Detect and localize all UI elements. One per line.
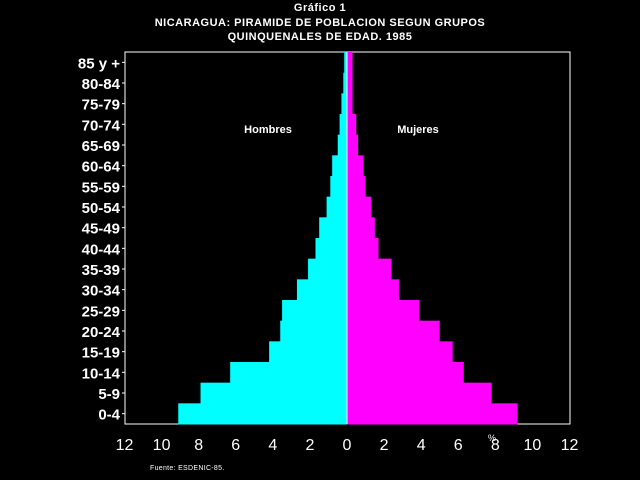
bar-mujeres-65-69 [347,134,359,156]
y-tick-label: 40-44 [82,241,121,258]
x-tick-label: 8 [491,437,500,454]
bar-hombres-10-14 [230,362,347,384]
y-tick-label: 70-74 [82,117,121,134]
bar-mujeres-25-29 [347,300,420,322]
x-tick-label: 12 [116,437,134,454]
series-label-mujeres: Mujeres [397,124,439,136]
bar-mujeres-5-9 [347,382,492,404]
chart-title-line1: NICARAGUA: PIRAMIDE DE POBLACION SEGUN G… [154,17,486,29]
bar-hombres-35-39 [308,258,347,280]
bar-mujeres-30-34 [347,279,399,301]
x-tick-label: 8 [194,437,203,454]
x-tick-label: 2 [380,437,389,454]
bar-mujeres-80-84 [347,72,353,94]
source-note: Fuente: ESDENIC-85. [150,465,225,472]
y-tick-label: 50-54 [82,200,121,217]
bar-hombres-70-74 [339,114,347,136]
bar-hombres-40-44 [315,238,347,260]
y-tick-label: 45-49 [82,221,120,238]
bar-mujeres-0-4 [347,403,518,425]
y-tick-label: 10-14 [82,365,121,382]
bar-hombres-0-4 [178,403,347,425]
bar-hombres-65-69 [337,134,347,156]
bar-hombres-5-9 [200,382,347,404]
y-tick-label: 15-19 [82,345,120,362]
bar-mujeres-55-59 [347,176,366,198]
y-tick-label: 55-59 [82,179,120,196]
y-tick-label: 85 y + [78,55,120,72]
bar-mujeres-50-54 [347,196,372,218]
bar-mujeres-35-39 [347,258,392,280]
x-tick-label: 0 [343,437,352,454]
x-tick-label: 10 [153,437,171,454]
figure-label: Gráfico 1 [293,2,347,14]
bar-hombres-20-24 [280,320,347,342]
bar-hombres-55-59 [330,176,347,198]
bar-mujeres-15-19 [347,341,453,363]
x-tick-label: 12 [561,437,579,454]
x-tick-label: 6 [454,437,463,454]
bar-mujeres-85 y + [347,52,353,74]
bar-hombres-85 y + [344,52,347,74]
y-tick-label: 30-34 [82,283,121,300]
x-unit-label: % [488,433,496,443]
y-tick-label: 35-39 [82,262,120,279]
bar-mujeres-40-44 [347,238,379,260]
y-tick-label: 0-4 [98,407,120,424]
bar-hombres-80-84 [343,72,347,94]
bar-mujeres-75-79 [347,93,353,115]
series-label-hombres: Hombres [244,124,292,136]
bar-hombres-60-64 [332,155,347,177]
bar-hombres-75-79 [341,93,347,115]
bar-hombres-30-34 [296,279,347,301]
y-tick-label: 20-24 [82,324,121,341]
y-tick-label: 5-9 [98,386,120,403]
bar-mujeres-60-64 [347,155,364,177]
x-tick-label: 4 [417,437,426,454]
bar-hombres-50-54 [326,196,347,218]
bar-mujeres-70-74 [347,114,357,136]
y-tick-label: 75-79 [82,97,120,114]
x-tick-label: 4 [268,437,277,454]
bar-hombres-45-49 [319,217,347,239]
y-tick-label: 80-84 [82,76,121,93]
bar-mujeres-10-14 [347,362,464,384]
bar-mujeres-45-49 [347,217,375,239]
bar-mujeres-20-24 [347,320,440,342]
x-tick-label: 2 [305,437,314,454]
x-tick-label: 10 [524,437,542,454]
y-tick-label: 25-29 [82,303,120,320]
y-tick-label: 65-69 [82,138,120,155]
bar-hombres-15-19 [269,341,347,363]
x-tick-label: 6 [231,437,240,454]
y-tick-label: 60-64 [82,159,121,176]
bar-hombres-25-29 [282,300,347,322]
chart-title-line2: QUINQUENALES DE EDAD. 1985 [227,31,413,43]
